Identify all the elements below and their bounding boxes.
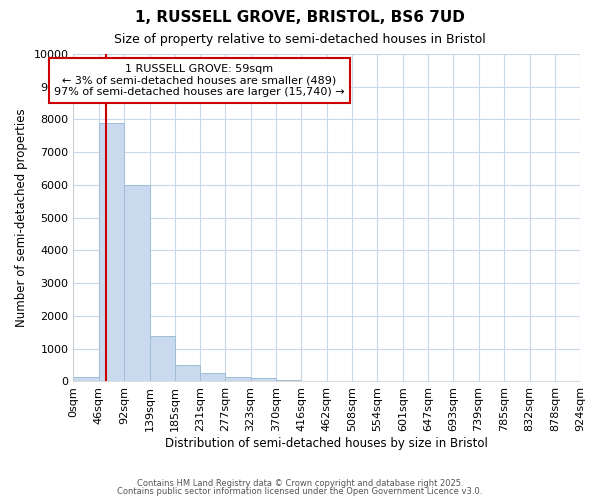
- Text: 1 RUSSELL GROVE: 59sqm
← 3% of semi-detached houses are smaller (489)
97% of sem: 1 RUSSELL GROVE: 59sqm ← 3% of semi-deta…: [54, 64, 345, 97]
- Bar: [276, 380, 301, 382]
- Bar: [98, 123, 124, 382]
- Bar: [175, 365, 200, 382]
- Bar: [251, 378, 276, 382]
- Bar: [149, 336, 175, 382]
- Bar: [73, 376, 98, 382]
- Text: Contains HM Land Registry data © Crown copyright and database right 2025.: Contains HM Land Registry data © Crown c…: [137, 478, 463, 488]
- Text: Contains public sector information licensed under the Open Government Licence v3: Contains public sector information licen…: [118, 487, 482, 496]
- X-axis label: Distribution of semi-detached houses by size in Bristol: Distribution of semi-detached houses by …: [165, 437, 488, 450]
- Bar: [124, 185, 149, 382]
- Text: 1, RUSSELL GROVE, BRISTOL, BS6 7UD: 1, RUSSELL GROVE, BRISTOL, BS6 7UD: [135, 10, 465, 25]
- Bar: [200, 374, 225, 382]
- Y-axis label: Number of semi-detached properties: Number of semi-detached properties: [15, 108, 28, 327]
- Bar: [225, 376, 251, 382]
- Text: Size of property relative to semi-detached houses in Bristol: Size of property relative to semi-detach…: [114, 32, 486, 46]
